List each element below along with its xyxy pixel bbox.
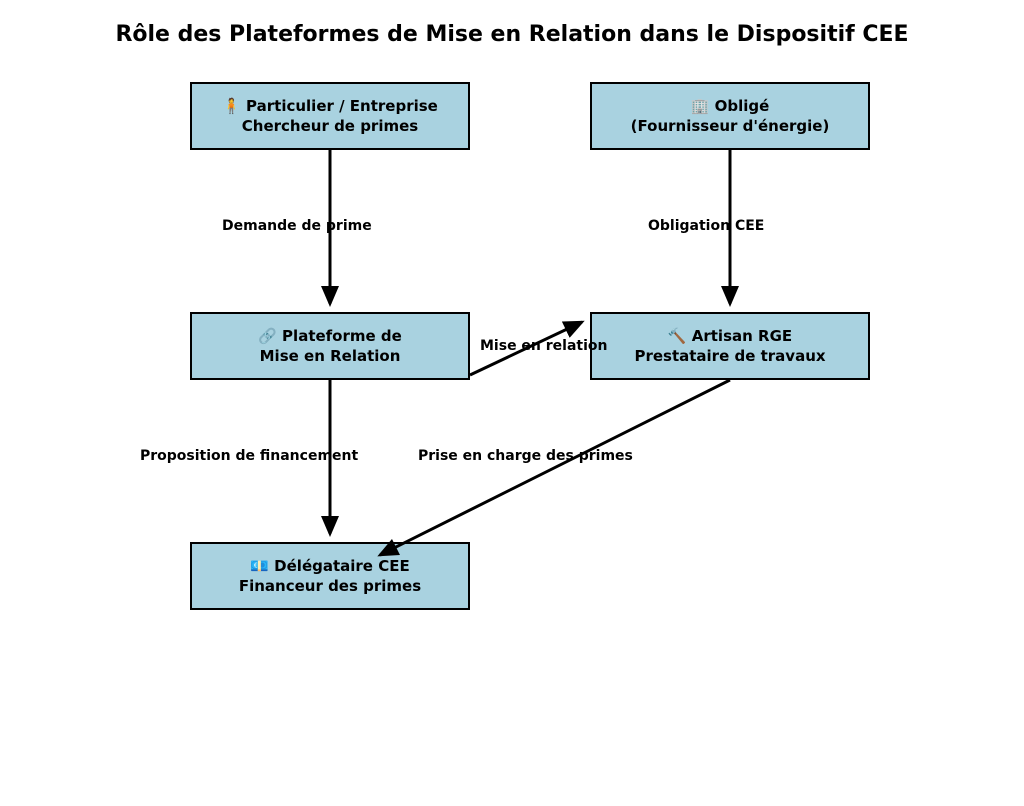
node-line1: 🔨 Artisan RGE [668, 326, 792, 346]
node-line1: 🔗 Plateforme de [258, 326, 402, 346]
node-line2: Chercheur de primes [242, 116, 418, 136]
edge-label-obligation-cee: Obligation CEE [648, 218, 764, 234]
node-line2: (Fournisseur d'énergie) [631, 116, 830, 136]
node-line1: 💶 Délégataire CEE [250, 556, 409, 576]
edge-label-mise-en-relation: Mise en relation [480, 338, 608, 354]
node-oblige: 🏢 Obligé (Fournisseur d'énergie) [590, 82, 870, 150]
node-delegataire: 💶 Délégataire CEE Financeur des primes [190, 542, 470, 610]
node-plateforme: 🔗 Plateforme de Mise en Relation [190, 312, 470, 380]
node-artisan: 🔨 Artisan RGE Prestataire de travaux [590, 312, 870, 380]
node-line1: 🧍 Particulier / Entreprise [222, 96, 438, 116]
edge-prise-en-charge [380, 380, 730, 555]
arrows-layer [0, 0, 1024, 806]
node-line1: 🏢 Obligé [691, 96, 770, 116]
node-line2: Prestataire de travaux [634, 346, 825, 366]
node-particulier: 🧍 Particulier / Entreprise Chercheur de … [190, 82, 470, 150]
edge-label-demande-prime: Demande de prime [222, 218, 372, 234]
node-line2: Mise en Relation [260, 346, 401, 366]
edge-label-prise-en-charge: Prise en charge des primes [418, 448, 633, 464]
diagram-title: Rôle des Plateformes de Mise en Relation… [0, 22, 1024, 47]
node-line2: Financeur des primes [239, 576, 421, 596]
edge-label-proposition-financement: Proposition de financement [140, 448, 358, 464]
